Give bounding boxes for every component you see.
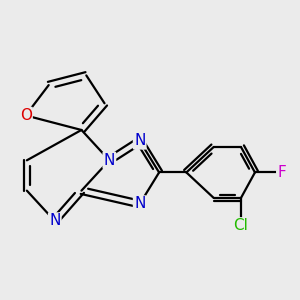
- Text: N: N: [104, 153, 115, 168]
- Text: F: F: [277, 165, 286, 180]
- Text: N: N: [134, 134, 146, 148]
- Text: N: N: [49, 214, 61, 229]
- Text: N: N: [134, 196, 146, 211]
- Text: Cl: Cl: [233, 218, 248, 233]
- Text: O: O: [20, 108, 32, 123]
